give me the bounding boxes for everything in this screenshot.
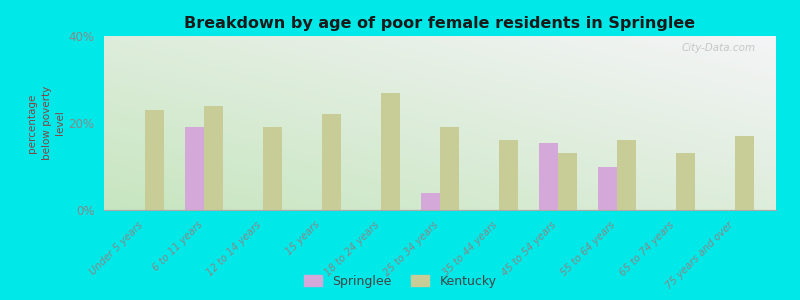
Bar <box>322 114 341 210</box>
Bar <box>204 106 223 210</box>
Bar <box>440 127 459 210</box>
Bar <box>263 127 282 210</box>
Bar <box>539 142 558 210</box>
Bar <box>499 140 518 210</box>
Bar <box>598 167 617 210</box>
Bar <box>421 193 440 210</box>
Legend: Springlee, Kentucky: Springlee, Kentucky <box>304 275 496 288</box>
Bar <box>676 154 694 210</box>
Bar <box>617 140 636 210</box>
Title: Breakdown by age of poor female residents in Springlee: Breakdown by age of poor female resident… <box>185 16 695 31</box>
Bar <box>381 93 400 210</box>
Bar <box>558 154 577 210</box>
Bar <box>146 110 164 210</box>
Bar <box>186 127 204 210</box>
Text: City-Data.com: City-Data.com <box>682 43 756 53</box>
Y-axis label: percentage
below poverty
level: percentage below poverty level <box>27 86 66 160</box>
Bar <box>734 136 754 210</box>
